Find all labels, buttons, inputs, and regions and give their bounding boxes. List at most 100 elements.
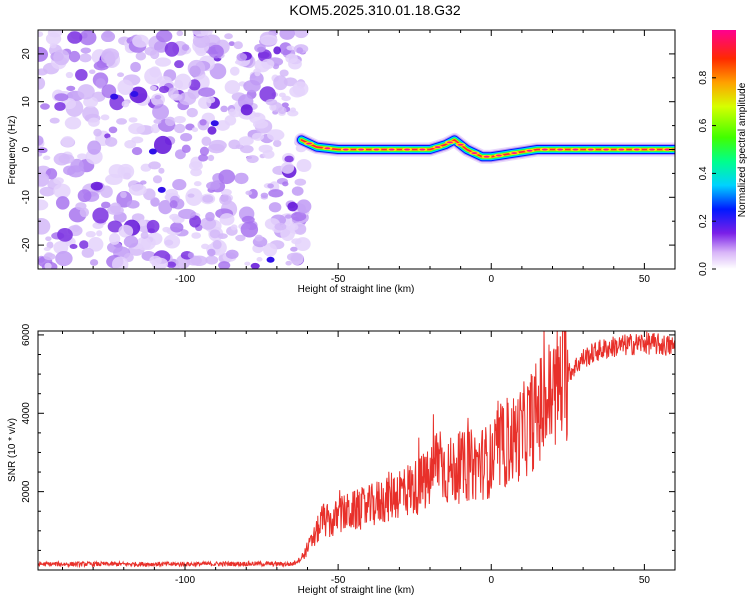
ridge-bead-core [511,152,518,155]
colorbar-tick-label: 0.2 [698,214,709,228]
noise-blob [199,119,207,126]
noise-blob [89,259,99,266]
noise-blob [206,181,221,190]
noise-blob [193,181,202,187]
noise-blob [273,139,282,148]
noise-blob [252,132,265,141]
noise-blob [230,224,238,231]
noise-blob [198,87,216,97]
noise-blob [202,194,214,203]
noise-blob [117,163,135,180]
y-tick-label: -10 [21,190,32,205]
noise-blob [190,255,208,267]
ridge-bead-core [419,148,426,151]
noise-blob [225,249,239,260]
colorbar: 0.0 0.2 0.4 0.6 0.8 Normalized spectral ampl… [698,30,748,276]
noise-blob [158,200,173,215]
noise-blob [38,46,49,62]
noise-blob [288,58,302,70]
noise-blob [240,104,253,116]
noise-blob-strong [130,90,139,97]
noise-blob [254,70,261,77]
noise-blob [285,223,299,231]
noise-blob [80,47,92,54]
colorbar-tick-label: 0.8 [698,70,709,84]
noise-blob [152,104,169,120]
noise-blob [38,68,48,76]
noise-blob [100,185,113,199]
noise-blob [268,202,282,213]
noise-blob [218,261,231,269]
noise-blob [176,30,184,37]
ridge-bead-core [557,148,564,151]
noise-blob [117,72,125,78]
noise-blob [77,84,95,100]
noise-blob [174,60,184,69]
noise-blob [79,53,92,63]
noise-blob [296,199,312,214]
ridge-bead-core [457,143,464,146]
ridge-bead-core [404,148,411,151]
noise-blob [154,94,162,100]
noise-blob [81,247,95,258]
noise-region [38,30,312,269]
colorbar-tick-label: 0.4 [698,166,709,180]
noise-blob [44,262,52,269]
ridge-bead-core [649,148,656,151]
noise-blob [116,118,128,125]
noise-blob [138,219,147,227]
noise-blob [105,174,123,186]
noise-blob [173,115,186,124]
spectrogram-y-axis-label: Frequency (Hz) [7,116,18,185]
noise-blob [267,129,285,141]
noise-blob [228,41,235,47]
noise-blob [153,40,169,53]
noise-blob [285,260,292,266]
noise-blob [53,241,69,255]
noise-blob [67,165,85,178]
ridge-bead-core [618,148,625,151]
frequency-ridge [294,132,675,164]
ridge-bead-core [388,148,395,151]
noise-blob [126,200,140,209]
spectrogram-panel: -100 -50 0 50 20 10 0 -10 -20 Height of straight… [7,29,676,295]
noise-blob [88,69,96,75]
noise-blob [45,236,52,242]
noise-blob [269,103,277,111]
y-tick-label: 10 [21,96,32,108]
noise-blob [208,139,227,151]
noise-blob [121,100,130,108]
noise-blob [259,86,276,103]
noise-blob [101,31,116,43]
noise-blob [39,186,56,197]
noise-blob [46,241,54,249]
noise-blob [123,235,139,248]
noise-blob [169,200,178,209]
noise-blob [158,85,170,94]
ridge-bead-core [373,148,380,151]
noise-blob [220,188,232,196]
noise-blob [170,222,184,233]
noise-blob [108,232,121,245]
noise-blob [64,116,82,130]
x-tick-label: 0 [488,274,494,285]
noise-blob [207,126,217,135]
noise-blob [38,135,44,146]
noise-blob [187,252,195,259]
noise-blob [178,208,196,220]
noise-blob [148,161,161,170]
noise-blob [224,115,237,126]
noise-blob [205,211,215,222]
x-tick-label: -50 [331,274,346,285]
noise-blob [286,252,302,262]
noise-blob [281,102,289,108]
noise-blob [152,175,163,184]
noise-blob [117,79,134,95]
noise-blob [273,75,288,91]
ridge-bead-core [664,148,671,151]
noise-blob [181,44,190,51]
noise-blob [108,126,118,134]
noise-blob [274,222,287,231]
ridge-bead-core [446,141,453,144]
ridge-bead-core [541,148,548,151]
